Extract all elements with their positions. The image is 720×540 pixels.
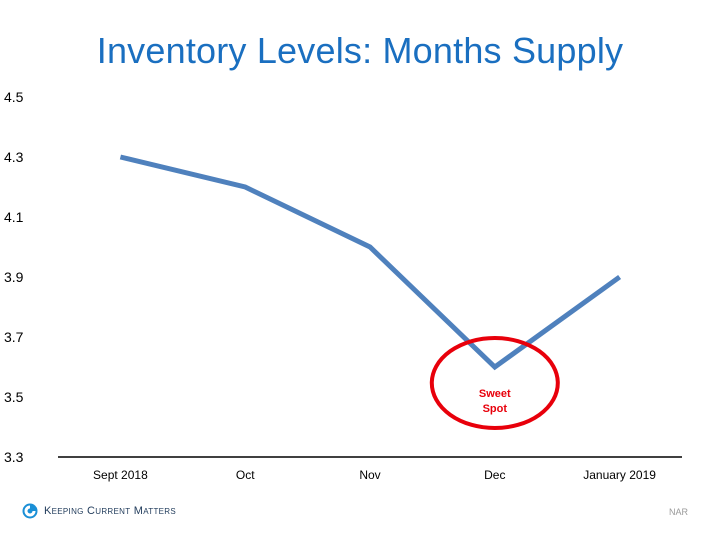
y-tick-label: 4.5 bbox=[4, 89, 24, 105]
sweet-spot-label-line2: Spot bbox=[483, 403, 508, 415]
brand-logo: Keeping Current Matters bbox=[22, 503, 176, 519]
x-axis-ticks: Sept 2018 Oct Nov Dec January 2019 bbox=[93, 468, 656, 482]
sweet-spot-label-line1: Sweet bbox=[479, 388, 511, 400]
x-tick-label: Nov bbox=[359, 468, 380, 482]
y-tick-label: 3.7 bbox=[4, 329, 24, 345]
brand-name: Keeping Current Matters bbox=[44, 505, 176, 517]
chart-title: Inventory Levels: Months Supply bbox=[96, 30, 624, 71]
y-tick-label: 4.3 bbox=[4, 149, 24, 165]
series-line bbox=[119, 154, 622, 371]
x-tick-label: Dec bbox=[484, 468, 505, 482]
kcm-swirl-icon bbox=[22, 503, 38, 519]
x-tick-label: January 2019 bbox=[583, 468, 656, 482]
x-tick-label: Oct bbox=[236, 468, 255, 482]
x-tick-label: Sept 2018 bbox=[93, 468, 148, 482]
y-tick-label: 4.1 bbox=[4, 209, 24, 225]
sweet-spot-annotation: Sweet Spot bbox=[429, 336, 560, 430]
y-tick-label: 3.3 bbox=[4, 449, 24, 465]
y-tick-label: 3.5 bbox=[4, 389, 24, 405]
y-tick-label: 3.9 bbox=[4, 269, 24, 285]
source-label: NAR bbox=[668, 507, 688, 517]
y-axis-ticks: 4.5 4.3 4.1 3.9 3.7 3.5 3.3 bbox=[4, 89, 24, 465]
sweet-spot-ellipse bbox=[429, 336, 560, 430]
